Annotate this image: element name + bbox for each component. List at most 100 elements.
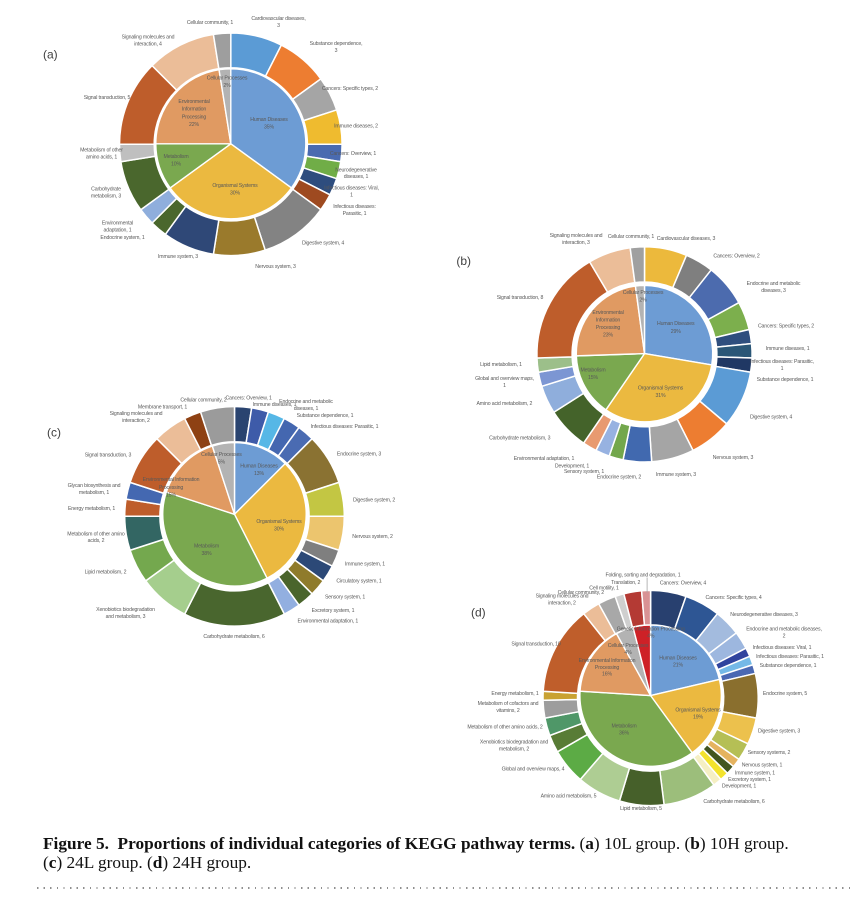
svg-text:Substance dependence,: Substance dependence, — [310, 41, 363, 47]
svg-text:Endocrine system, 2: Endocrine system, 2 — [597, 474, 641, 480]
svg-text:Cellular Processes: Cellular Processes — [608, 643, 649, 649]
svg-text:Immune system, 3: Immune system, 3 — [656, 472, 696, 478]
svg-text:Xenobiotics biodegradation: Xenobiotics biodegradation — [96, 607, 155, 613]
svg-text:diseases, 3: diseases, 3 — [761, 288, 786, 294]
svg-text:Digestive system, 3: Digestive system, 3 — [758, 729, 800, 735]
svg-text:vitamins, 2: vitamins, 2 — [496, 708, 519, 714]
svg-text:Excretory system, 1: Excretory system, 1 — [728, 777, 771, 783]
svg-text:Nervous system, 1: Nervous system, 1 — [742, 763, 783, 769]
svg-text:Human Diseases: Human Diseases — [250, 117, 288, 123]
svg-text:metabolism, 2: metabolism, 2 — [499, 746, 530, 752]
svg-text:Nervous system, 2: Nervous system, 2 — [352, 534, 393, 540]
svg-text:metabolism, 3: metabolism, 3 — [91, 193, 122, 199]
svg-text:Metabolism: Metabolism — [611, 723, 636, 729]
svg-text:interaction, 2: interaction, 2 — [548, 601, 576, 607]
svg-text:Infectious diseases: Viral, 1: Infectious diseases: Viral, 1 — [753, 645, 812, 651]
svg-text:Carbohydrate metabolism, 6: Carbohydrate metabolism, 6 — [203, 634, 265, 640]
svg-text:Global and overview maps, 4: Global and overview maps, 4 — [502, 767, 565, 773]
svg-text:Excretory system, 1: Excretory system, 1 — [312, 608, 355, 614]
svg-text:36%: 36% — [619, 730, 629, 736]
svg-text:10%: 10% — [171, 162, 181, 168]
svg-text:38%: 38% — [202, 551, 212, 557]
svg-text:Amino acid metabolism, 5: Amino acid metabolism, 5 — [541, 793, 597, 799]
svg-text:Processing: Processing — [596, 325, 620, 331]
svg-text:Endocrine and metabolic: Endocrine and metabolic — [747, 281, 801, 287]
svg-text:22%: 22% — [189, 122, 199, 128]
svg-text:Global and overview maps,: Global and overview maps, — [475, 376, 534, 382]
svg-text:4%: 4% — [624, 650, 632, 656]
svg-text:Metabolism: Metabolism — [580, 368, 605, 374]
svg-text:amino acids, 1: amino acids, 1 — [86, 154, 118, 160]
svg-text:Folding, sorting and degradati: Folding, sorting and degradation, 1 — [606, 573, 681, 579]
svg-text:Digestive system, 2: Digestive system, 2 — [353, 497, 395, 503]
svg-text:Environmental: Environmental — [592, 310, 623, 316]
svg-text:Genetic Information Processing: Genetic Information Processing — [617, 626, 685, 632]
svg-text:Carbohydrate metabolism, 3: Carbohydrate metabolism, 3 — [489, 435, 551, 441]
svg-text:5%: 5% — [218, 460, 226, 466]
svg-text:Processing: Processing — [595, 665, 619, 671]
svg-text:Amino acid metabolism, 2: Amino acid metabolism, 2 — [477, 401, 533, 407]
svg-text:Environmental: Environmental — [102, 221, 133, 227]
svg-text:Substance dependence, 1: Substance dependence, 1 — [757, 377, 814, 383]
svg-text:Lipid metabolism, 1: Lipid metabolism, 1 — [480, 362, 522, 368]
svg-text:Lipid metabolism, 2: Lipid metabolism, 2 — [85, 570, 127, 576]
svg-text:Endocrine and metabolic: Endocrine and metabolic — [279, 399, 333, 405]
svg-text:Metabolism of cofactors and: Metabolism of cofactors and — [478, 701, 539, 707]
svg-text:3: 3 — [335, 48, 338, 54]
svg-text:Signaling molecules and: Signaling molecules and — [536, 594, 589, 600]
svg-text:31%: 31% — [656, 393, 666, 399]
svg-text:29%: 29% — [671, 329, 681, 335]
svg-text:interaction, 4: interaction, 4 — [134, 42, 162, 48]
svg-text:Cardiovascular diseases,: Cardiovascular diseases, — [251, 16, 305, 22]
svg-text:Processing: Processing — [159, 485, 183, 491]
svg-text:Signal transduction, 10: Signal transduction, 10 — [511, 641, 561, 647]
svg-text:Cellular community, 1: Cellular community, 1 — [187, 20, 234, 26]
svg-text:30%: 30% — [230, 191, 240, 197]
svg-text:2%: 2% — [639, 298, 647, 304]
svg-text:Endocrine system, 3: Endocrine system, 3 — [337, 451, 381, 457]
svg-text:Infectious diseases: Parasitic: Infectious diseases: Parasitic, — [750, 359, 814, 365]
svg-text:Human Diseases: Human Diseases — [657, 321, 695, 327]
svg-text:Signaling molecules and: Signaling molecules and — [122, 35, 175, 41]
svg-text:adaptation, 1: adaptation, 1 — [103, 228, 131, 234]
svg-text:Cellular Processes: Cellular Processes — [207, 76, 248, 82]
svg-text:Cancers: Overview, 2: Cancers: Overview, 2 — [713, 253, 760, 259]
svg-text:Environmental Information: Environmental Information — [579, 658, 636, 664]
svg-text:Circulatory system, 1: Circulatory system, 1 — [336, 578, 382, 584]
svg-text:Immune diseases, 1: Immune diseases, 1 — [766, 346, 810, 352]
svg-text:(b): (b) — [456, 254, 471, 268]
svg-text:Sensory system, 1: Sensory system, 1 — [564, 469, 604, 475]
svg-text:Endocrine system, 5: Endocrine system, 5 — [763, 691, 807, 697]
svg-text:Cellular community, 1: Cellular community, 1 — [608, 234, 655, 240]
svg-text:Metabolism: Metabolism — [194, 544, 219, 550]
svg-text:Substance dependence, 1: Substance dependence, 1 — [760, 663, 817, 669]
svg-text:Information: Information — [596, 318, 621, 324]
svg-text:Cellular Processes: Cellular Processes — [623, 290, 664, 296]
svg-text:(c): (c) — [47, 426, 61, 440]
svg-text:Energy metabolism, 1: Energy metabolism, 1 — [68, 506, 115, 512]
svg-text:Substance dependence, 1: Substance dependence, 1 — [297, 413, 354, 419]
svg-text:acids, 2: acids, 2 — [88, 538, 105, 544]
svg-text:Lipid metabolism, 5: Lipid metabolism, 5 — [620, 806, 662, 812]
svg-text:Signaling molecules and: Signaling molecules and — [110, 411, 163, 417]
svg-text:Carbohydrate: Carbohydrate — [91, 186, 121, 192]
svg-text:Environmental adaptation, 1: Environmental adaptation, 1 — [514, 456, 575, 462]
svg-text:Metabolism of other amino acid: Metabolism of other amino acids, 2 — [467, 724, 543, 730]
svg-text:Environmental Information: Environmental Information — [143, 477, 200, 483]
svg-text:Cancers: Specific types, 2: Cancers: Specific types, 2 — [758, 324, 814, 330]
svg-text:interaction, 3: interaction, 3 — [562, 240, 590, 246]
svg-text:Cancers: Overview, 4: Cancers: Overview, 4 — [660, 581, 707, 587]
svg-text:Sensory systems, 2: Sensory systems, 2 — [748, 750, 791, 756]
svg-text:30%: 30% — [274, 527, 284, 533]
svg-text:Signal transduction, 8: Signal transduction, 8 — [497, 295, 544, 301]
svg-text:Translation, 2: Translation, 2 — [611, 580, 640, 586]
svg-text:(a): (a) — [43, 48, 58, 62]
svg-text:Cellular community, 2: Cellular community, 2 — [558, 590, 605, 596]
svg-text:Xenobiotics biodegradation and: Xenobiotics biodegradation and — [480, 739, 548, 745]
svg-text:15%: 15% — [166, 492, 176, 498]
svg-text:2: 2 — [783, 633, 786, 639]
svg-text:Metabolism: Metabolism — [163, 154, 188, 160]
svg-text:metabolism, 1: metabolism, 1 — [79, 490, 110, 496]
svg-text:1: 1 — [350, 193, 353, 199]
svg-text:Digestive system, 4: Digestive system, 4 — [750, 415, 792, 421]
